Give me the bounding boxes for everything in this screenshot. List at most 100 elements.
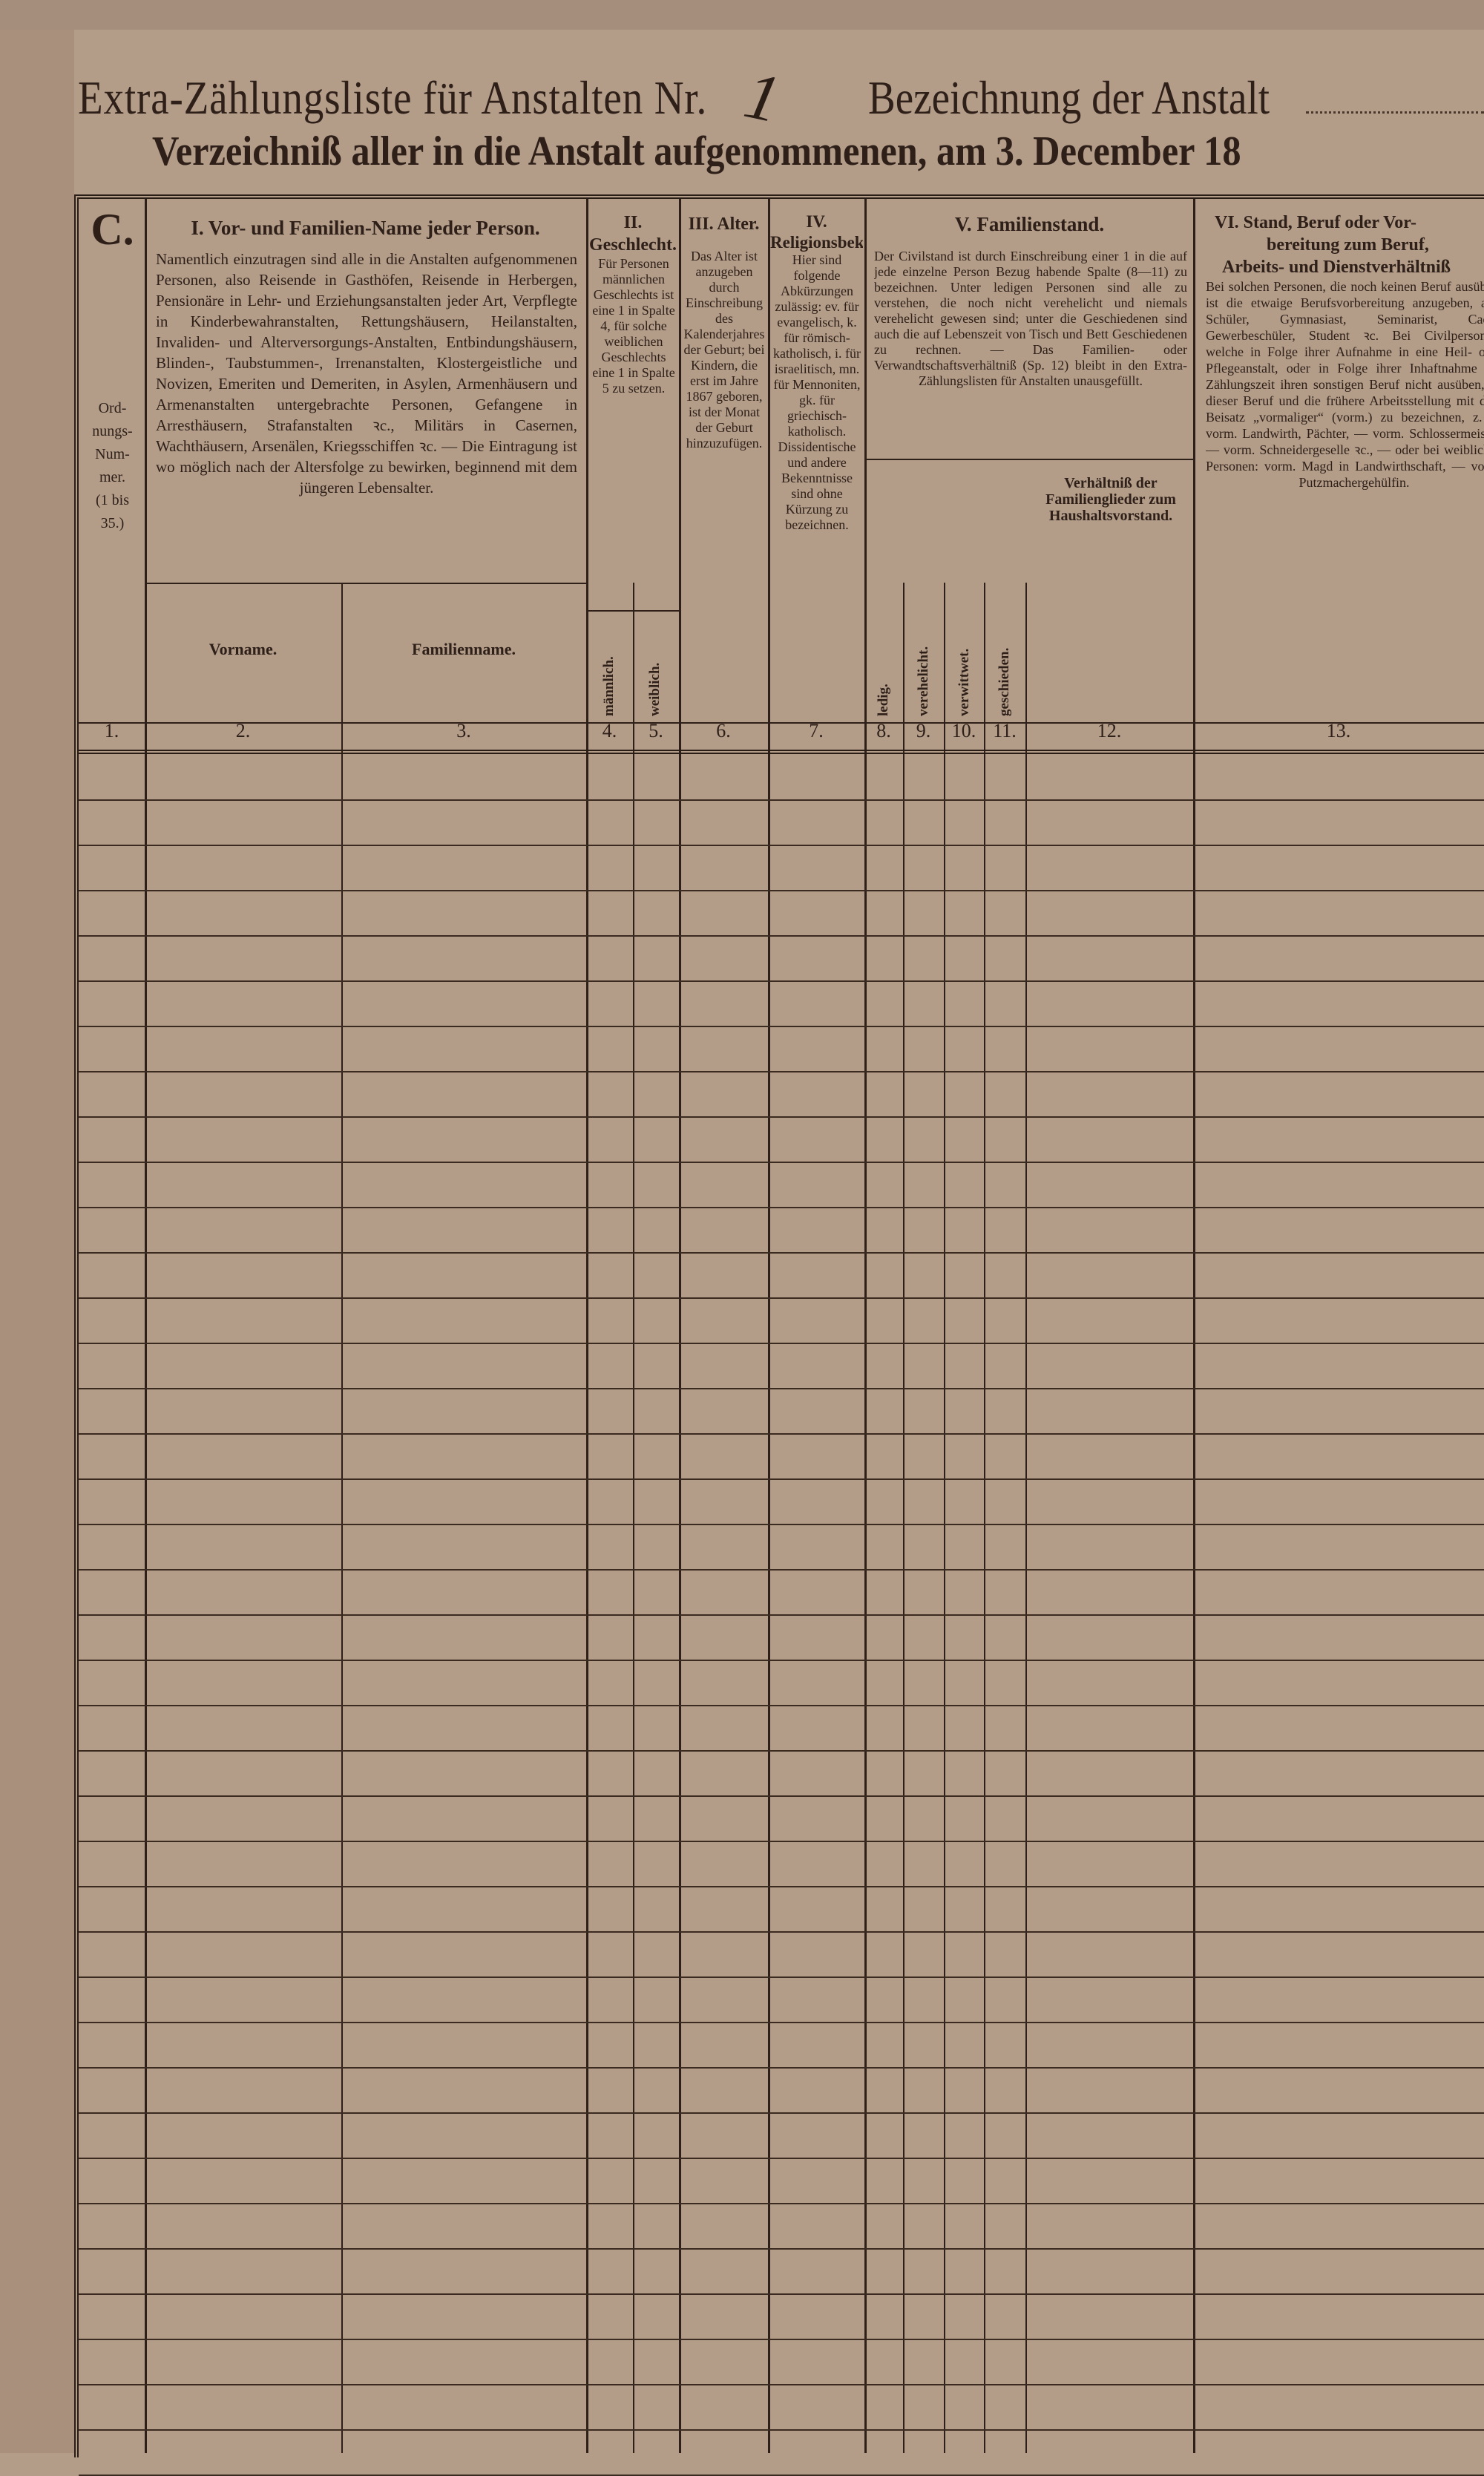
cell-maennlich[interactable] (586, 2112, 633, 2158)
cell-vorname[interactable] (145, 2158, 341, 2203)
cell-religion[interactable] (768, 1433, 864, 1478)
cell-ledig[interactable] (864, 2429, 903, 2475)
cell-religion[interactable] (768, 980, 864, 1026)
cell-beruf[interactable] (1193, 1795, 1484, 1841)
cell-geschieden[interactable] (984, 1433, 1025, 1478)
cell-verehelicht[interactable] (903, 1931, 944, 1976)
cell-weiblich[interactable] (633, 1116, 679, 1162)
cell-verwittwet[interactable] (944, 2022, 984, 2067)
cell-weiblich[interactable] (633, 1207, 679, 1252)
cell-verehelicht[interactable] (903, 2293, 944, 2339)
cell-geschieden[interactable] (984, 2203, 1025, 2248)
cell-geschieden[interactable] (984, 1841, 1025, 1886)
cell-weiblich[interactable] (633, 1252, 679, 1297)
cell-religion[interactable] (768, 1705, 864, 1750)
cell-geschieden[interactable] (984, 1388, 1025, 1433)
cell-vorname[interactable] (145, 2248, 341, 2293)
cell-familienname[interactable] (341, 2248, 586, 2293)
cell-geschieden[interactable] (984, 1026, 1025, 1071)
cell-maennlich[interactable] (586, 1433, 633, 1478)
cell-verhaeltniss[interactable] (1025, 1931, 1193, 1976)
cell-religion[interactable] (768, 1976, 864, 2022)
cell-vorname[interactable] (145, 1343, 341, 1388)
cell-maennlich[interactable] (586, 1116, 633, 1162)
cell-weiblich[interactable] (633, 754, 679, 799)
cell-alter[interactable] (679, 1750, 768, 1795)
cell-vorname[interactable] (145, 754, 341, 799)
cell-familienname[interactable] (341, 890, 586, 935)
cell-verwittwet[interactable] (944, 1478, 984, 1524)
cell-verhaeltniss[interactable] (1025, 799, 1193, 845)
cell-ledig[interactable] (864, 2067, 903, 2112)
cell-beruf[interactable] (1193, 2067, 1484, 2112)
cell-verhaeltniss[interactable] (1025, 1297, 1193, 1343)
cell-religion[interactable] (768, 1116, 864, 1162)
cell-beruf[interactable] (1193, 2248, 1484, 2293)
cell-religion[interactable] (768, 1297, 864, 1343)
cell-vorname[interactable] (145, 1478, 341, 1524)
cell-religion[interactable] (768, 1478, 864, 1524)
cell-ordnungsnummer[interactable] (79, 2022, 145, 2067)
cell-religion[interactable] (768, 935, 864, 980)
cell-alter[interactable] (679, 1433, 768, 1478)
cell-vorname[interactable] (145, 1297, 341, 1343)
cell-ordnungsnummer[interactable] (79, 1886, 145, 1931)
cell-religion[interactable] (768, 2022, 864, 2067)
cell-geschieden[interactable] (984, 1931, 1025, 1976)
cell-verwittwet[interactable] (944, 754, 984, 799)
cell-alter[interactable] (679, 935, 768, 980)
cell-weiblich[interactable] (633, 2112, 679, 2158)
cell-verwittwet[interactable] (944, 2293, 984, 2339)
cell-weiblich[interactable] (633, 2158, 679, 2203)
cell-beruf[interactable] (1193, 1026, 1484, 1071)
cell-maennlich[interactable] (586, 980, 633, 1026)
cell-verehelicht[interactable] (903, 890, 944, 935)
cell-verwittwet[interactable] (944, 1705, 984, 1750)
cell-vorname[interactable] (145, 980, 341, 1026)
cell-alter[interactable] (679, 2067, 768, 2112)
cell-familienname[interactable] (341, 845, 586, 890)
cell-ordnungsnummer[interactable] (79, 754, 145, 799)
cell-maennlich[interactable] (586, 1297, 633, 1343)
cell-verwittwet[interactable] (944, 2429, 984, 2475)
cell-verwittwet[interactable] (944, 1750, 984, 1795)
cell-verehelicht[interactable] (903, 799, 944, 845)
cell-geschieden[interactable] (984, 2384, 1025, 2429)
cell-religion[interactable] (768, 1343, 864, 1388)
cell-familienname[interactable] (341, 1343, 586, 1388)
cell-verhaeltniss[interactable] (1025, 2067, 1193, 2112)
cell-verwittwet[interactable] (944, 1252, 984, 1297)
cell-ledig[interactable] (864, 2248, 903, 2293)
cell-alter[interactable] (679, 1886, 768, 1931)
cell-weiblich[interactable] (633, 1931, 679, 1976)
cell-weiblich[interactable] (633, 2339, 679, 2384)
cell-verwittwet[interactable] (944, 1569, 984, 1614)
cell-religion[interactable] (768, 1162, 864, 1207)
cell-religion[interactable] (768, 1886, 864, 1931)
cell-verhaeltniss[interactable] (1025, 1705, 1193, 1750)
cell-religion[interactable] (768, 1388, 864, 1433)
cell-ordnungsnummer[interactable] (79, 1795, 145, 1841)
cell-alter[interactable] (679, 1162, 768, 1207)
cell-maennlich[interactable] (586, 935, 633, 980)
cell-ledig[interactable] (864, 1026, 903, 1071)
cell-vorname[interactable] (145, 1614, 341, 1660)
cell-ordnungsnummer[interactable] (79, 845, 145, 890)
cell-religion[interactable] (768, 2429, 864, 2475)
cell-ordnungsnummer[interactable] (79, 2429, 145, 2475)
cell-alter[interactable] (679, 1071, 768, 1116)
cell-ordnungsnummer[interactable] (79, 1660, 145, 1705)
cell-ledig[interactable] (864, 1207, 903, 1252)
cell-verehelicht[interactable] (903, 1388, 944, 1433)
cell-geschieden[interactable] (984, 754, 1025, 799)
cell-beruf[interactable] (1193, 1750, 1484, 1795)
cell-ordnungsnummer[interactable] (79, 2112, 145, 2158)
cell-alter[interactable] (679, 754, 768, 799)
cell-weiblich[interactable] (633, 2067, 679, 2112)
cell-ordnungsnummer[interactable] (79, 1026, 145, 1071)
cell-religion[interactable] (768, 2067, 864, 2112)
cell-religion[interactable] (768, 1207, 864, 1252)
cell-verwittwet[interactable] (944, 1388, 984, 1433)
cell-maennlich[interactable] (586, 1071, 633, 1116)
cell-verwittwet[interactable] (944, 1433, 984, 1478)
